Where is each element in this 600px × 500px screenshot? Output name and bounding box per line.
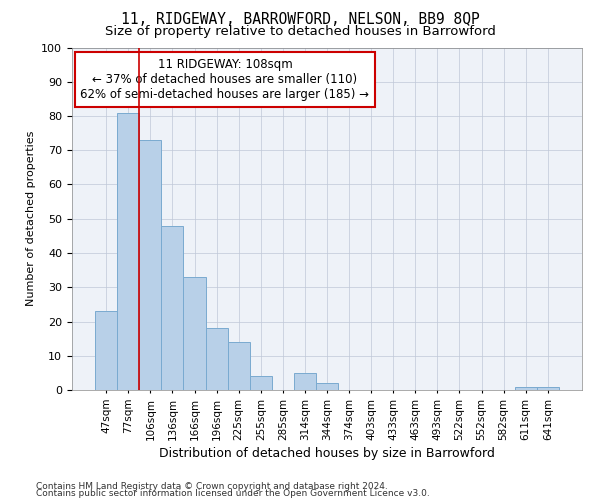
Bar <box>184 277 206 390</box>
Bar <box>227 342 250 390</box>
Text: 11, RIDGEWAY, BARROWFORD, NELSON, BB9 8QP: 11, RIDGEWAY, BARROWFORD, NELSON, BB9 8Q… <box>121 12 479 28</box>
Bar <box>515 386 537 390</box>
Bar <box>316 383 338 390</box>
Bar <box>161 226 184 390</box>
Bar <box>117 112 139 390</box>
Y-axis label: Number of detached properties: Number of detached properties <box>26 131 36 306</box>
Bar <box>294 373 316 390</box>
Bar <box>537 386 559 390</box>
Bar <box>250 376 272 390</box>
Text: Contains public sector information licensed under the Open Government Licence v3: Contains public sector information licen… <box>36 489 430 498</box>
Bar <box>139 140 161 390</box>
Bar <box>206 328 227 390</box>
Text: Size of property relative to detached houses in Barrowford: Size of property relative to detached ho… <box>104 25 496 38</box>
X-axis label: Distribution of detached houses by size in Barrowford: Distribution of detached houses by size … <box>159 446 495 460</box>
Bar <box>95 311 117 390</box>
Text: 11 RIDGEWAY: 108sqm
← 37% of detached houses are smaller (110)
62% of semi-detac: 11 RIDGEWAY: 108sqm ← 37% of detached ho… <box>80 58 370 101</box>
Text: Contains HM Land Registry data © Crown copyright and database right 2024.: Contains HM Land Registry data © Crown c… <box>36 482 388 491</box>
